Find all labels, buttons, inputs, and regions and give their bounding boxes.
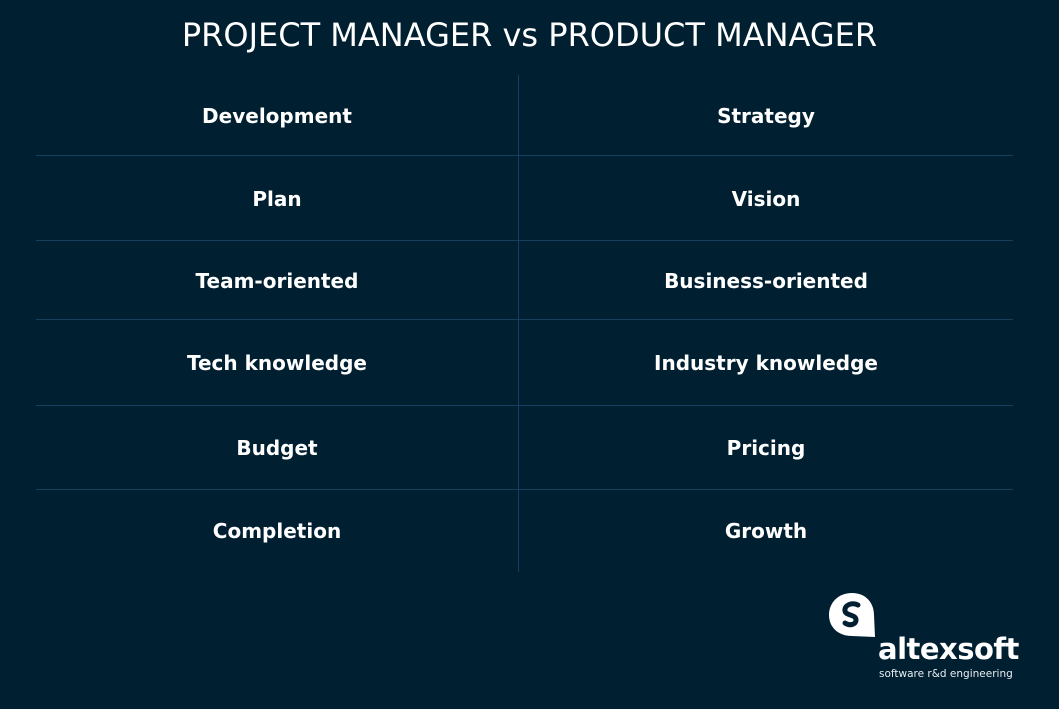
row-divider: [36, 319, 1013, 320]
product-manager-cell: Business-oriented: [664, 268, 868, 293]
project-manager-cell: Completion: [212, 519, 342, 543]
table-row: Team-oriented Business-oriented: [36, 241, 1013, 320]
project-manager-cell: Team-oriented: [195, 268, 359, 293]
page-title: PROJECT MANAGER vs PRODUCT MANAGER: [181, 16, 878, 54]
table-row: Tech knowledge Industry knowledge: [36, 320, 1013, 406]
table-row: Budget Pricing: [36, 406, 1013, 490]
row-divider: [36, 489, 1013, 490]
project-manager-cell: Budget: [236, 436, 318, 460]
table-row: Development Strategy: [36, 75, 1013, 156]
table-row: Plan Vision: [36, 156, 1013, 241]
column-divider: [518, 75, 519, 572]
row-divider: [36, 405, 1013, 406]
row-divider: [36, 240, 1013, 241]
logo-wordmark: altexsoft: [878, 632, 1019, 666]
product-manager-cell: Pricing: [726, 436, 806, 460]
table-row: Completion Growth: [36, 490, 1013, 572]
project-manager-cell: Development: [202, 103, 352, 128]
project-manager-cell: Tech knowledge: [187, 351, 367, 375]
logo-tagline: software r&d engineering: [879, 668, 1013, 680]
product-manager-cell: Growth: [724, 519, 808, 543]
row-divider: [36, 155, 1013, 156]
project-manager-cell: Plan: [252, 186, 302, 211]
comparison-table: Development Strategy Plan Vision Team-orient…: [36, 75, 1013, 572]
product-manager-cell: Strategy: [717, 103, 815, 128]
product-manager-cell: Industry knowledge: [654, 351, 878, 375]
altexsoft-logo: altexsoft software r&d engineering: [828, 592, 1019, 687]
product-manager-cell: Vision: [731, 186, 801, 211]
altexsoft-logo-mark-icon: [829, 593, 875, 637]
